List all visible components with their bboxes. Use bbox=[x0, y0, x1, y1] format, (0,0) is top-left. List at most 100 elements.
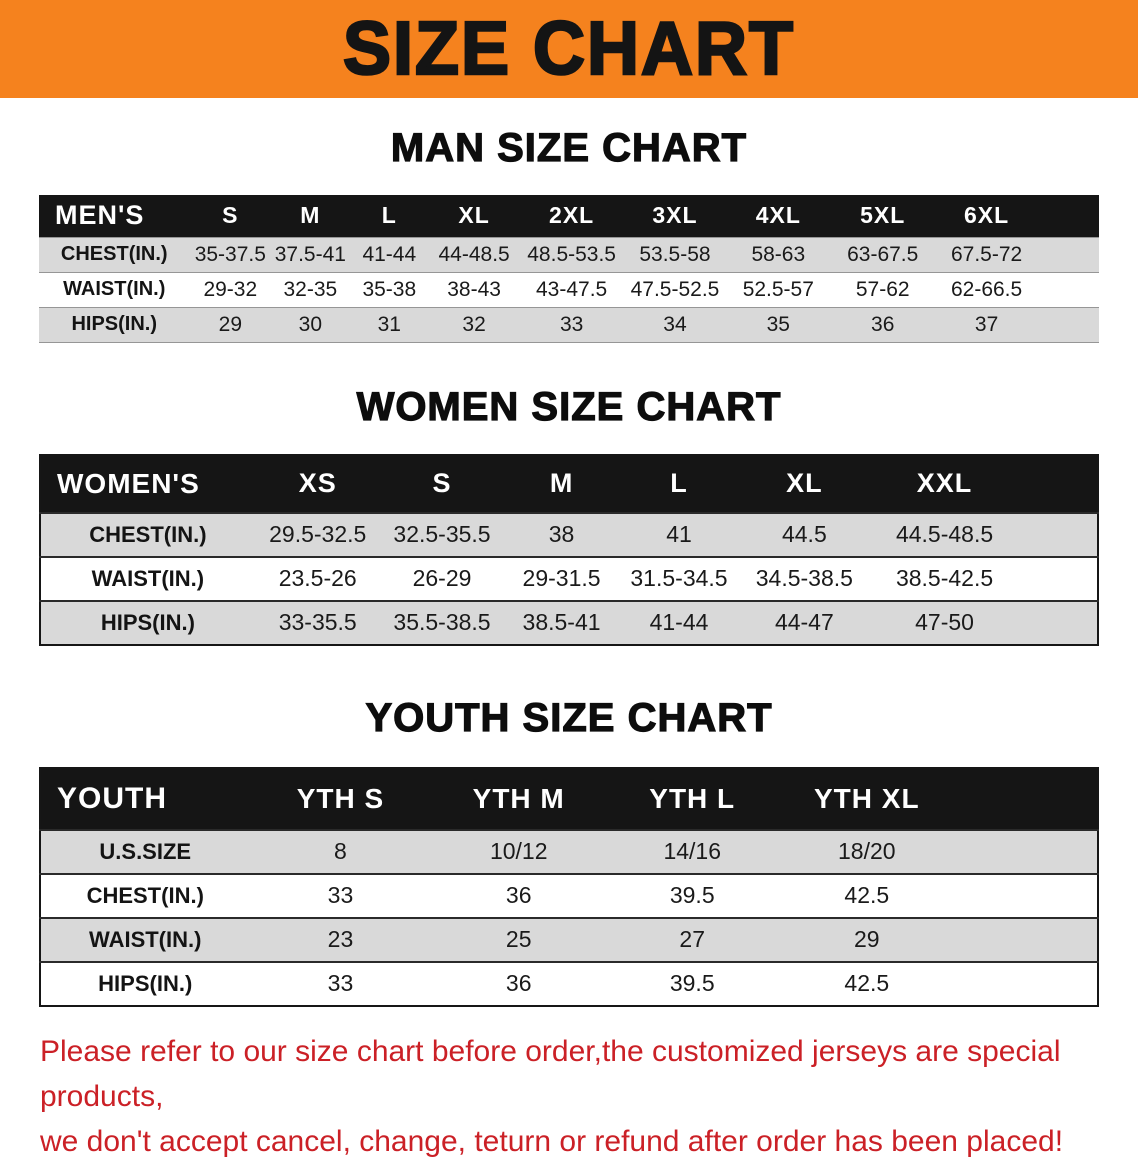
measurement-value-cell: 44.5-48.5 bbox=[895, 521, 994, 547]
size-column-header: XS bbox=[254, 454, 381, 513]
measurement-value-cell: 67.5-72 bbox=[950, 242, 1023, 266]
measurement-value-cell: 43-47.5 bbox=[536, 277, 608, 301]
row-label-cell: HIPS(IN.) bbox=[71, 313, 158, 335]
measurement-value-cell: 32.5-35.5 bbox=[393, 521, 491, 547]
size-column-header: 5XL bbox=[830, 195, 935, 237]
row-label-cell: HIPS(IN.) bbox=[98, 970, 193, 996]
measurement-value-cell: 37.5-41 bbox=[274, 242, 346, 266]
measurement-value-cell: 31 bbox=[377, 312, 401, 336]
table-title-cell: WOMEN'S bbox=[40, 454, 255, 513]
row-label-cell: CHEST(IN.) bbox=[86, 882, 204, 908]
size-column-header: XL bbox=[429, 195, 520, 237]
row-label-cell: CHEST(IN.) bbox=[60, 243, 168, 265]
women-size-table: WOMEN'S XS S M L XL XXL CHEST(IN.) 29.5-32.5 32.5… bbox=[39, 453, 1099, 646]
measurement-row: HIPS(IN.) 29 30 31 32 33 34 35 36 37 bbox=[39, 307, 1099, 342]
page-title: SIZE CHART bbox=[342, 7, 795, 92]
measurement-value-cell: 29-32 bbox=[203, 277, 258, 301]
measurement-row: CHEST(IN.) 33 36 39.5 42.5 bbox=[40, 873, 1098, 918]
size-column-header: M bbox=[503, 454, 620, 513]
measurement-value-cell: 23.5-26 bbox=[278, 565, 357, 591]
measurement-value-cell: 37 bbox=[974, 312, 999, 336]
size-column-header: YTH S bbox=[249, 767, 432, 830]
men-size-section: MAN SIZE CHART MEN'S S M L XL 2XL 3XL 4XL 5XL 6XL… bbox=[0, 125, 1138, 343]
row-label-cell: CHEST(IN.) bbox=[89, 521, 207, 547]
measurement-value-cell: 32-35 bbox=[283, 277, 338, 301]
filler-cell bbox=[955, 918, 1098, 962]
filler-cell bbox=[1038, 195, 1099, 237]
row-label-cell: WAIST(IN.) bbox=[91, 565, 205, 591]
measurement-value-cell: 35.5-38.5 bbox=[393, 609, 491, 635]
measurement-value-cell: 27 bbox=[679, 926, 706, 952]
measurement-value-cell: 52.5-57 bbox=[742, 277, 814, 301]
measurement-value-cell: 42.5 bbox=[844, 970, 890, 996]
youth-size-section: YOUTH SIZE CHART YOUTH YTH S YTH M YTH L YTH… bbox=[0, 695, 1138, 1007]
measurement-row: CHEST(IN.) 35-37.5 37.5-41 41-44 44-48.5 48.5… bbox=[39, 237, 1099, 272]
measurement-value-cell: 29 bbox=[853, 926, 880, 952]
measurement-value-cell: 29-31.5 bbox=[522, 565, 601, 591]
size-header-row: MEN'S S M L XL 2XL 3XL 4XL 5XL 6XL bbox=[39, 195, 1099, 237]
table-title-cell: MEN'S bbox=[39, 195, 190, 237]
disclaimer: Please refer to our size chart before or… bbox=[40, 1029, 1118, 1164]
row-label-cell: WAIST(IN.) bbox=[89, 926, 202, 952]
measurement-value-cell: 38-43 bbox=[447, 277, 501, 301]
size-header-row: YOUTH YTH S YTH M YTH L YTH XL bbox=[40, 767, 1098, 830]
size-column-header: YTH M bbox=[431, 767, 606, 830]
measurement-value-cell: 30 bbox=[298, 312, 323, 336]
measurement-value-cell: 39.5 bbox=[669, 970, 715, 996]
measurement-value-cell: 57-62 bbox=[855, 277, 910, 301]
size-column-header: L bbox=[349, 195, 430, 237]
measurement-value-cell: 35-37.5 bbox=[194, 242, 266, 266]
measurement-value-cell: 53.5-58 bbox=[639, 242, 711, 266]
measurement-value-cell: 10/12 bbox=[489, 838, 548, 864]
measurement-value-cell: 35 bbox=[766, 312, 790, 336]
measurement-value-cell: 36 bbox=[505, 882, 532, 908]
measurement-row: WAIST(IN.) 23 25 27 29 bbox=[40, 917, 1098, 962]
measurement-value-cell: 38 bbox=[548, 521, 575, 547]
row-label-cell: HIPS(IN.) bbox=[100, 609, 195, 635]
size-column-header: YTH L bbox=[606, 767, 779, 830]
measurement-value-cell: 33 bbox=[327, 970, 354, 996]
size-column-header: XL bbox=[738, 454, 871, 513]
measurement-value-cell: 31.5-34.5 bbox=[630, 565, 728, 591]
filler-cell bbox=[955, 962, 1098, 1006]
measurement-row: WAIST(IN.) 29-32 32-35 35-38 38-43 43-47.5 47.… bbox=[39, 272, 1099, 307]
filler-cell bbox=[1018, 454, 1098, 513]
measurement-value-cell: 48.5-53.5 bbox=[527, 242, 616, 266]
measurement-value-cell: 32 bbox=[462, 312, 486, 336]
banner: SIZE CHART bbox=[0, 0, 1138, 98]
measurement-value-cell: 36 bbox=[871, 312, 895, 336]
measurement-value-cell: 58-63 bbox=[751, 242, 806, 266]
size-column-header: 6XL bbox=[934, 195, 1039, 237]
measurement-value-cell: 25 bbox=[505, 926, 532, 952]
measurement-row: CHEST(IN.) 29.5-32.5 32.5-35.5 38 41 44.5 44.5… bbox=[40, 512, 1098, 557]
filler-cell bbox=[1019, 513, 1098, 557]
size-column-header: S bbox=[189, 195, 272, 237]
measurement-value-cell: 34 bbox=[663, 312, 687, 336]
women-section-heading: WOMEN SIZE CHART bbox=[356, 384, 782, 429]
measurement-row: U.S.SIZE 8 10/12 14/16 18/20 bbox=[40, 829, 1098, 874]
row-label-cell: U.S.SIZE bbox=[99, 838, 192, 864]
women-size-section: WOMEN SIZE CHART WOMEN'S XS S M L XL XXL CHEST(… bbox=[0, 384, 1138, 646]
measurement-value-cell: 23 bbox=[327, 926, 354, 952]
size-header-row: WOMEN'S XS S M L XL XXL bbox=[40, 454, 1098, 513]
measurement-value-cell: 62-66.5 bbox=[950, 277, 1023, 301]
filler-cell bbox=[1019, 557, 1098, 601]
measurement-value-cell: 63-67.5 bbox=[847, 242, 919, 266]
measurement-value-cell: 33 bbox=[327, 882, 354, 908]
size-column-header: YTH XL bbox=[778, 767, 956, 830]
measurement-value-cell: 39.5 bbox=[669, 882, 715, 908]
filler-cell bbox=[955, 830, 1098, 874]
men-section-heading: MAN SIZE CHART bbox=[390, 125, 748, 170]
measurement-value-cell: 41-44 bbox=[362, 242, 417, 266]
size-column-header: L bbox=[619, 454, 739, 513]
measurement-value-cell: 33-35.5 bbox=[278, 609, 357, 635]
size-column-header: 3XL bbox=[624, 195, 726, 237]
measurement-value-cell: 8 bbox=[334, 838, 347, 864]
measurement-value-cell: 44-48.5 bbox=[438, 242, 510, 266]
disclaimer-line-1: Please refer to our size chart before or… bbox=[40, 1034, 1061, 1113]
youth-size-table: YOUTH YTH S YTH M YTH L YTH XL U.S.SIZE 8 10/12… bbox=[39, 766, 1099, 1007]
measurement-value-cell: 29.5-32.5 bbox=[269, 521, 367, 547]
filler-cell bbox=[1039, 307, 1099, 342]
size-column-header: XXL bbox=[870, 454, 1019, 513]
measurement-row: HIPS(IN.) 33 36 39.5 42.5 bbox=[40, 961, 1098, 1006]
